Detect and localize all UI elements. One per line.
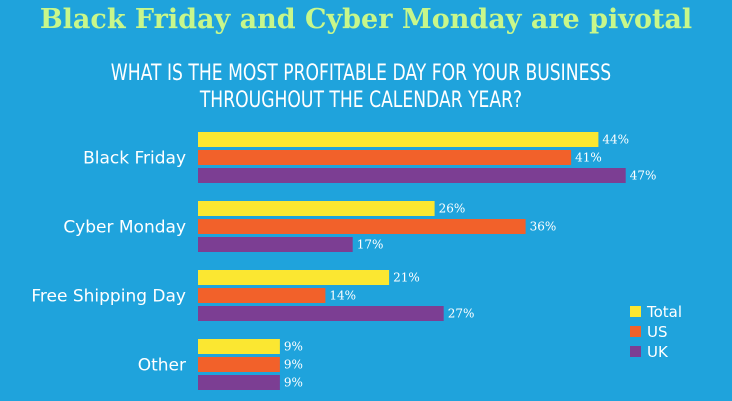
value-label-black-friday-uk: 47% [630,169,657,183]
category-label-other: Other [138,356,186,376]
chart-question: WHAT IS THE MOST PROFITABLE DAY FOR YOUR… [79,60,642,114]
value-label-free-shipping-day-total: 21% [393,271,420,285]
bar-black-friday-uk [198,168,626,183]
value-label-free-shipping-day-uk: 27% [448,307,475,321]
legend-swatch-total [630,306,641,317]
bar-cyber-monday-us [198,219,526,234]
headline: Black Friday and Cyber Monday are pivota… [39,4,693,35]
legend-label-us: US [647,323,668,341]
question-line-2: THROUGHOUT THE CALENDAR YEAR? [199,88,523,113]
bar-other-total [198,339,280,354]
bar-cyber-monday-total [198,201,435,216]
category-label-black-friday: Black Friday [83,149,186,169]
category-label-cyber-monday: Cyber Monday [63,218,186,238]
legend-label-total: Total [646,303,682,321]
value-label-other-total: 9% [284,340,303,354]
category-label-free-shipping-day: Free Shipping Day [31,287,186,307]
value-label-black-friday-us: 41% [575,151,602,165]
bar-cyber-monday-uk [198,237,353,252]
value-label-free-shipping-day-us: 14% [329,289,356,303]
legend-swatch-uk [630,346,641,357]
value-label-cyber-monday-uk: 17% [357,238,384,252]
bar-free-shipping-day-us [198,288,326,303]
value-label-cyber-monday-us: 36% [530,220,557,234]
bar-other-us [198,357,280,372]
value-label-black-friday-total: 44% [602,133,629,147]
legend-swatch-us [630,326,641,337]
legend-label-uk: UK [647,343,669,361]
bar-black-friday-us [198,150,572,165]
value-label-other-us: 9% [284,358,303,372]
bar-free-shipping-day-uk [198,306,444,321]
value-label-other-uk: 9% [284,376,303,390]
value-label-cyber-monday-total: 26% [439,202,466,216]
bar-other-uk [198,375,280,390]
bar-black-friday-total [198,132,599,147]
bar-free-shipping-day-total [198,270,390,285]
question-line-1: WHAT IS THE MOST PROFITABLE DAY FOR YOUR… [110,61,612,86]
